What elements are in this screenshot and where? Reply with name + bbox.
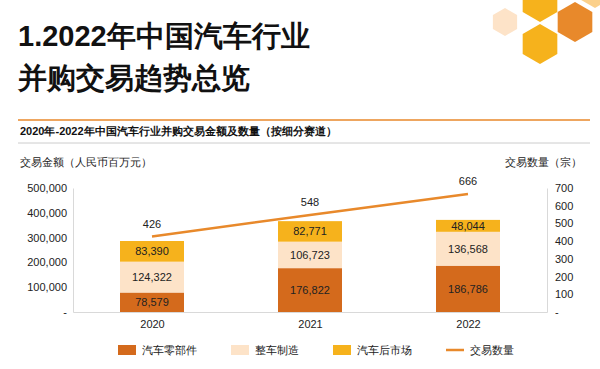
data-label: 136,568 — [448, 243, 488, 255]
bar — [120, 262, 184, 293]
tick: 200 — [547, 271, 573, 283]
bar — [436, 232, 500, 266]
axis-line — [547, 189, 548, 313]
tick: 200,000 — [27, 256, 73, 268]
title: 1.2022年中国汽车行业 — [18, 20, 310, 52]
tick: 300 — [547, 253, 573, 265]
line — [152, 194, 468, 237]
data-label: 124,322 — [132, 271, 172, 283]
hexagon — [493, 8, 517, 36]
legend-item: 汽车零部件 — [118, 344, 197, 356]
rule — [18, 143, 590, 144]
data-labels: 78,579 176,822 186,786 124,322 106,723 136,56… — [132, 175, 488, 308]
legend-item: 汽车后市场 — [333, 344, 412, 356]
axis-line — [73, 189, 74, 313]
tick-label: 400,000 — [27, 207, 67, 219]
tick: 2022 — [456, 312, 480, 330]
tick: 400,000 — [27, 207, 73, 219]
marks — [120, 194, 500, 312]
tick: 300,000 — [27, 232, 73, 244]
legend-swatch — [118, 345, 136, 355]
hexagon — [558, 2, 593, 42]
bar — [120, 293, 184, 312]
data-label: 548 — [301, 196, 319, 208]
legend-label: 汽车后市场 — [357, 344, 412, 356]
bar — [436, 266, 500, 312]
data-label: 426 — [143, 218, 161, 230]
data-label: 48,044 — [451, 220, 485, 232]
legend-swatch — [446, 349, 464, 352]
tick-label: - — [63, 306, 67, 318]
data-label: 82,771 — [293, 225, 327, 237]
axis-line — [74, 312, 548, 313]
tick-label: 200,000 — [27, 256, 67, 268]
y2-axis-title: 交易数量（宗） — [505, 156, 582, 168]
data-label: 78,579 — [135, 296, 169, 308]
y-axis-title: 交易金额（人民币百万元） — [20, 156, 152, 168]
legend-item: 交易数量 — [446, 344, 514, 356]
tick: 2020 — [140, 312, 164, 330]
bar — [278, 242, 342, 268]
legend-label: 汽车零部件 — [142, 344, 197, 356]
tick-label: 100,000 — [27, 281, 67, 293]
tick-label: 200 — [555, 271, 573, 283]
x-axis: 2020 2021 2022 — [74, 312, 548, 330]
bar — [436, 220, 500, 232]
tick-label: 500,000 — [27, 182, 67, 194]
legend-swatch — [333, 345, 351, 355]
legend-item: 整车制造 — [231, 344, 299, 356]
tick: 700 — [547, 182, 573, 194]
decoration — [493, 0, 600, 64]
tick: 2021 — [298, 312, 322, 330]
legend-label: 交易数量 — [470, 344, 514, 356]
tick-label: 700 — [555, 182, 573, 194]
data-label: 186,786 — [448, 283, 488, 295]
tick: 100 — [547, 288, 573, 300]
bar — [278, 268, 342, 312]
legend: 汽车零部件 整车制造 汽车后市场 交易数量 — [118, 344, 514, 356]
tick: - — [547, 306, 559, 318]
legend-label: 整车制造 — [255, 344, 299, 356]
tick: 500,000 — [27, 182, 73, 194]
tick-label: 600 — [555, 200, 573, 212]
chart: 1.2022年中国汽车行业并购交易趋势总览 2020年-2022年中国汽车行业并购… — [0, 0, 600, 369]
tick-label: - — [555, 306, 559, 318]
y-axis: - 100,000 200,000 300,000 400,000 500,000 — [27, 182, 73, 318]
bar — [278, 221, 342, 242]
data-label: 666 — [459, 175, 477, 187]
tick-label: 2020 — [140, 318, 164, 330]
tick: 600 — [547, 200, 573, 212]
legend-swatch — [231, 345, 249, 355]
tick: 100,000 — [27, 281, 73, 293]
bar-series — [120, 220, 500, 262]
y2-axis: - 100 200 300 400 500 600 700 — [547, 182, 573, 318]
tick-label: 2022 — [456, 318, 480, 330]
tick: 500 — [547, 217, 573, 229]
data-label: 106,723 — [290, 249, 330, 261]
tick-label: 2021 — [298, 318, 322, 330]
hexagon — [523, 0, 558, 22]
subtitle: 2020年-2022年中国汽车行业并购交易金额及数量（按细分赛道） — [20, 125, 337, 138]
tick-label: 100 — [555, 288, 573, 300]
tick: - — [63, 306, 73, 318]
tick-label: 400 — [555, 235, 573, 247]
rule — [18, 119, 590, 121]
title: 并购交易趋势总览 — [17, 62, 250, 94]
data-label: 83,390 — [135, 245, 169, 257]
hexagon — [523, 24, 558, 64]
hexagon — [578, 0, 600, 8]
tick: 400 — [547, 235, 573, 247]
bar — [120, 241, 184, 262]
data-label: 176,822 — [290, 284, 330, 296]
tick-label: 300,000 — [27, 232, 67, 244]
tick-label: 500 — [555, 217, 573, 229]
tick-label: 300 — [555, 253, 573, 265]
